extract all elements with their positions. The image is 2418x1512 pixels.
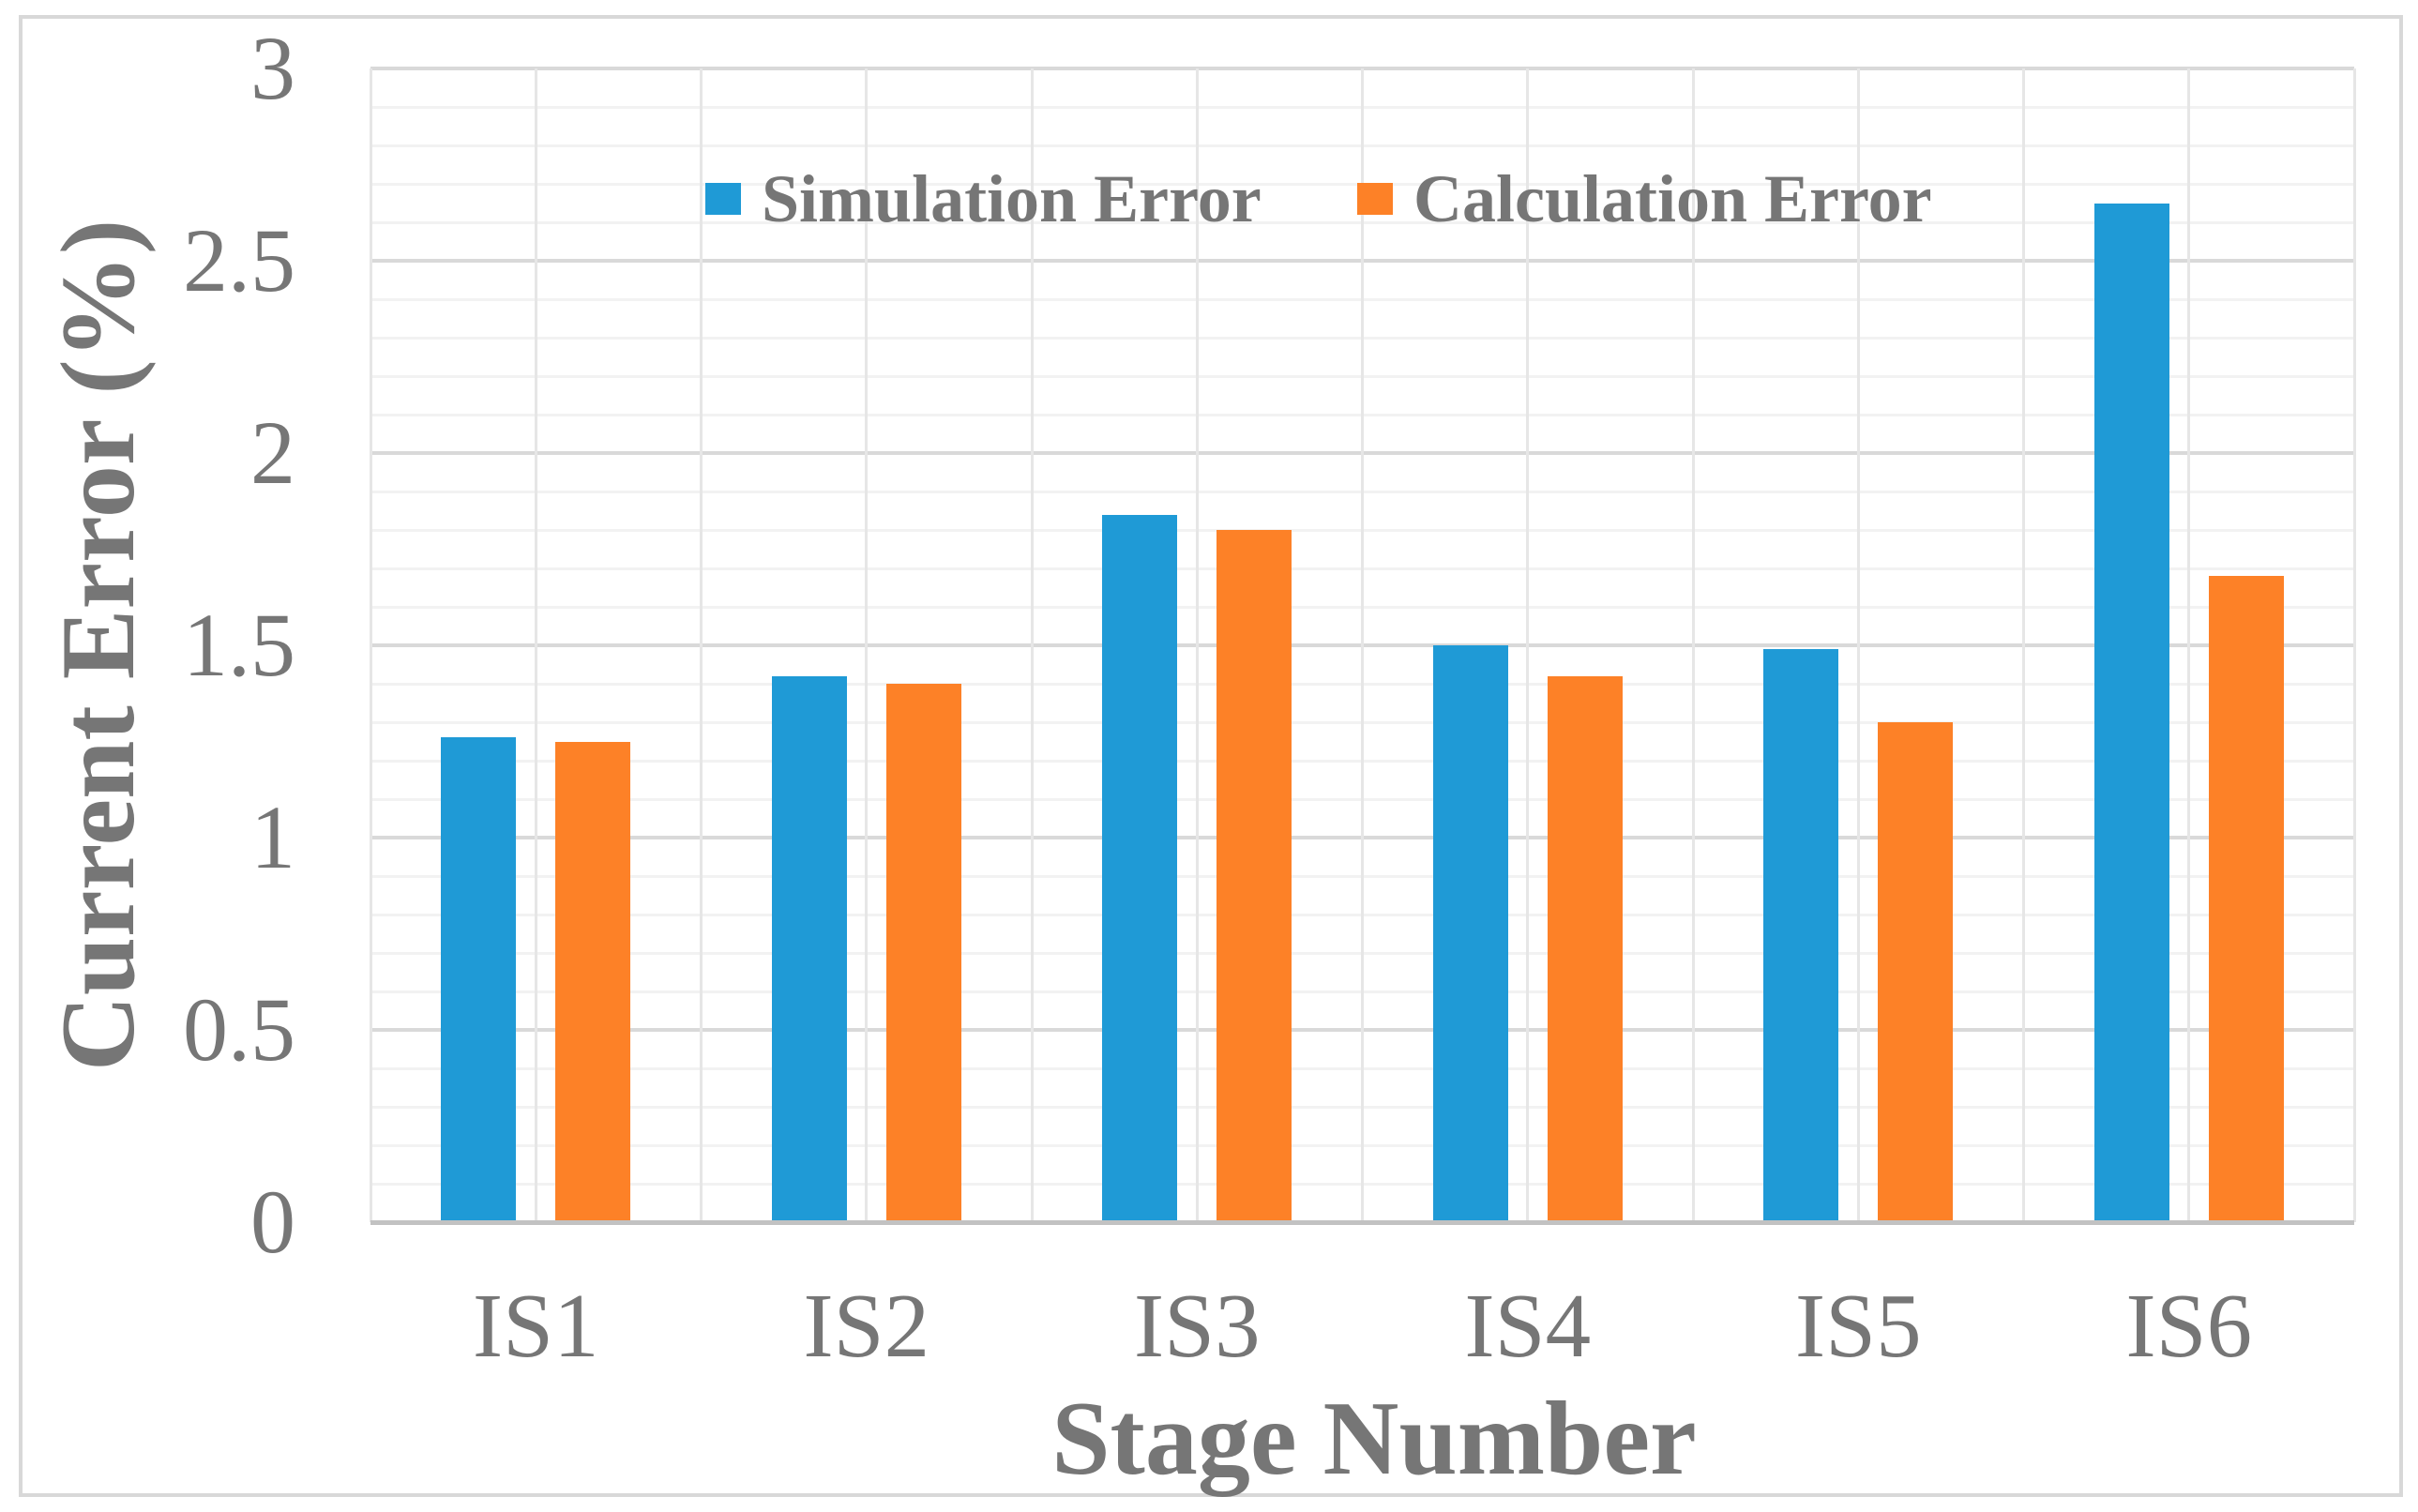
vertical-gridline: [1526, 68, 1530, 1222]
vertical-gridline: [1361, 68, 1364, 1222]
x-tick-label: IS3: [1133, 1276, 1261, 1376]
vertical-gridline: [1691, 68, 1695, 1222]
x-tick-label: IS5: [1794, 1276, 1922, 1376]
vertical-gridline: [2187, 68, 2191, 1222]
legend-item-simulation-error: Simulation Error: [705, 165, 1262, 233]
bar-calculation-is5: [1878, 722, 1954, 1222]
bar-simulation-is2: [771, 675, 847, 1222]
x-tick-label: IS6: [2125, 1276, 2253, 1376]
vertical-gridline: [865, 68, 869, 1222]
legend-item-calculation-error: Calculation Error: [1357, 165, 1932, 233]
vertical-gridline: [1856, 68, 1860, 1222]
vertical-gridline: [1195, 68, 1199, 1222]
bar-calculation-is3: [1217, 530, 1292, 1222]
calculation-error-swatch: [1357, 183, 1393, 215]
vertical-gridline: [1030, 68, 1034, 1222]
y-tick-label: 0: [250, 1172, 295, 1272]
x-axis-line: [370, 1220, 2354, 1225]
simulation-error-swatch: [705, 183, 741, 215]
plot-area: [369, 67, 2356, 1225]
vertical-gridline: [534, 68, 537, 1222]
bar-calculation-is1: [555, 741, 631, 1222]
y-tick-label: 1: [250, 787, 295, 887]
bar-simulation-is6: [2093, 203, 2169, 1222]
x-tick-label: IS4: [1464, 1276, 1592, 1376]
legend: Simulation Error Calculation Error: [0, 165, 2418, 233]
bar-simulation-is3: [1102, 514, 1178, 1222]
legend-label-simulation-error: Simulation Error: [762, 161, 1262, 236]
bar-simulation-is4: [1432, 645, 1508, 1222]
vertical-gridline: [2352, 68, 2356, 1222]
y-tick-label: 1.5: [183, 595, 295, 695]
bar-calculation-is2: [885, 684, 961, 1222]
vertical-gridline: [700, 68, 703, 1222]
bar-simulation-is5: [1763, 649, 1839, 1222]
bar-simulation-is1: [441, 737, 517, 1222]
y-tick-label: 2.5: [183, 210, 295, 310]
legend-label-calculation-error: Calculation Error: [1413, 161, 1932, 236]
y-tick-label: 0.5: [183, 979, 295, 1080]
chart-outer-border: [19, 15, 2403, 1497]
x-tick-label: IS2: [803, 1276, 930, 1376]
x-tick-label: IS1: [472, 1276, 599, 1376]
vertical-gridline: [369, 68, 372, 1222]
y-tick-label: 2: [250, 402, 295, 503]
y-tick-label: 3: [250, 18, 295, 118]
vertical-gridline: [2022, 68, 2025, 1222]
bar-calculation-is4: [1547, 675, 1623, 1222]
x-axis-title: Stage Number: [1051, 1381, 1697, 1497]
bar-calculation-is6: [2208, 576, 2284, 1222]
